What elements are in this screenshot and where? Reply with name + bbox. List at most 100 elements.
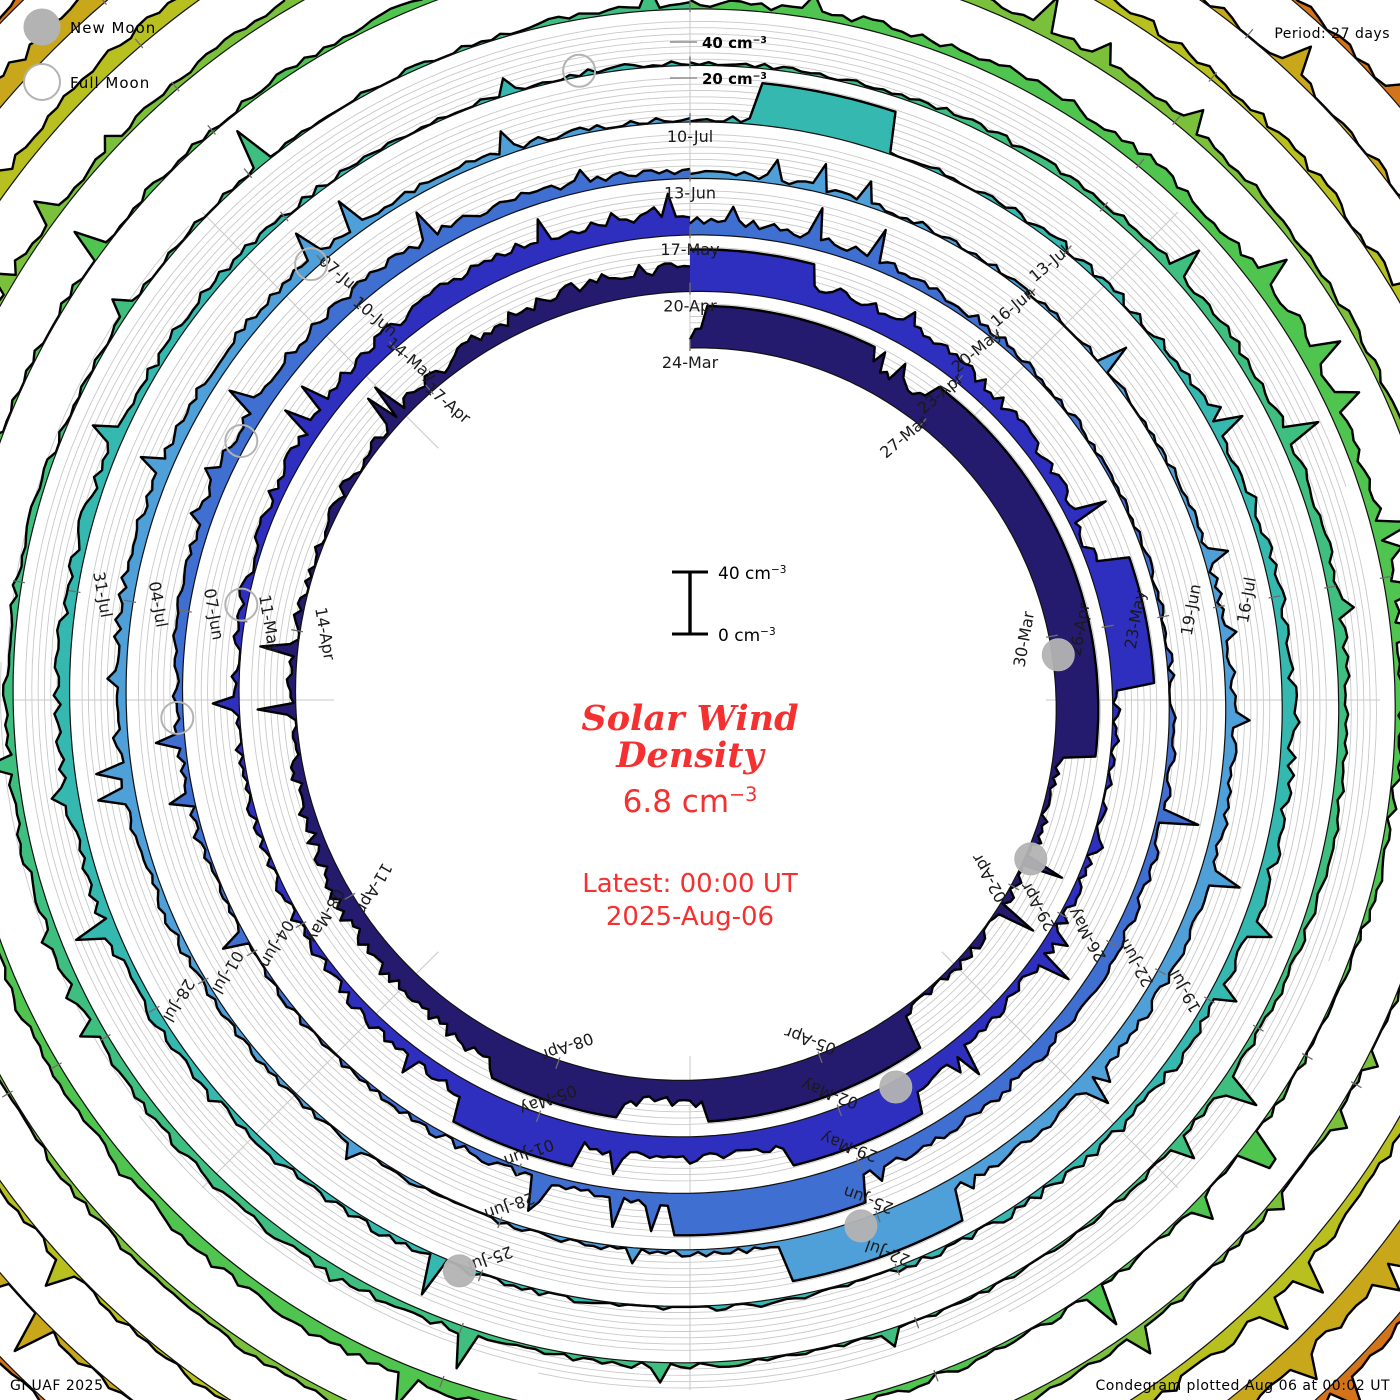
date-label: 13-Jul — [1025, 241, 1073, 285]
date-label-text: 20-Apr — [663, 297, 717, 316]
date-label-text: 13-Jul — [1025, 241, 1073, 285]
open-circle-icon — [23, 63, 61, 101]
date-tick — [1157, 614, 1170, 619]
date-label: 01-Jun — [501, 1135, 556, 1171]
date-tick — [913, 1316, 920, 1329]
date-tick — [388, 341, 398, 352]
date-tick — [68, 589, 81, 594]
condegram-arm-baseline — [294, 290, 1057, 1082]
date-label-text: 07-Jun — [200, 587, 228, 642]
date-tick — [1208, 71, 1218, 83]
date-tick — [1008, 883, 1020, 891]
date-tick — [197, 977, 209, 985]
full-moon-marker — [160, 700, 195, 735]
legend-label-full-moon: Full Moon — [70, 74, 150, 92]
date-label: 24-Mar — [662, 353, 719, 372]
date-label-text: 10-Jul — [667, 127, 713, 146]
date-tick — [990, 331, 1000, 342]
date-label-text: 11-May — [255, 593, 284, 655]
date-tick — [243, 168, 253, 179]
date-label: 22-Jul — [863, 1236, 913, 1270]
date-label-text: 23-May — [1121, 589, 1150, 651]
date-label-text: 28-Jun — [482, 1188, 537, 1224]
date-tick — [99, 1034, 111, 1042]
date-tick — [1101, 624, 1114, 629]
date-label: 02-Apr — [967, 850, 1010, 906]
date-label-text: 26-May — [1064, 904, 1110, 965]
date-tick — [316, 254, 325, 265]
date-label: 14-Apr — [311, 606, 339, 662]
date-tick — [1063, 245, 1072, 256]
center-latest-date: 2025-Aug-06 — [606, 902, 774, 932]
date-label-text: 04-Jul — [145, 580, 172, 629]
date-label: 20-May — [948, 324, 1006, 377]
date-tick — [917, 418, 927, 429]
date-label: 29-May — [818, 1128, 880, 1166]
scale-bar: 40 cm−3 0 cm−3 — [672, 564, 786, 646]
period-label: Period: 27 days — [1274, 26, 1390, 42]
date-label-text: 14-May — [383, 333, 441, 386]
date-label-text: 20-May — [948, 324, 1006, 377]
full-moon-marker — [224, 424, 259, 458]
date-tick — [1212, 605, 1225, 609]
date-label: 05-May — [517, 1081, 579, 1119]
date-tick — [836, 1104, 842, 1117]
legend-label-new-moon: New Moon — [70, 19, 156, 37]
date-tick — [425, 384, 434, 395]
date-tick — [933, 1369, 939, 1382]
date-tick — [497, 1216, 503, 1229]
date-tick — [352, 298, 362, 309]
date-tick — [1301, 1052, 1313, 1060]
date-tick — [555, 1057, 561, 1069]
date-label-text: 28-Jul — [159, 976, 199, 1026]
date-tick — [855, 1157, 862, 1170]
date-label-text: 11-Apr — [353, 860, 396, 916]
new-moon-marker — [844, 1209, 878, 1243]
date-label-text: 02-May — [799, 1075, 861, 1113]
date-label: 26-May — [1064, 904, 1110, 965]
date-tick — [1057, 911, 1069, 919]
date-tick — [458, 1322, 464, 1335]
date-label-text: 05-Apr — [781, 1023, 838, 1059]
date-tick — [954, 374, 963, 385]
date-label-text: 05-May — [517, 1081, 579, 1119]
date-label: 04-Jun — [256, 917, 298, 972]
date-label-text: 17-Apr — [421, 379, 474, 428]
date-label-text: 17-May — [660, 240, 719, 259]
new-moon-marker — [1041, 638, 1075, 672]
date-label-text: 02-Apr — [967, 850, 1010, 906]
full-moon-marker — [294, 247, 329, 282]
date-tick — [1350, 1081, 1362, 1089]
date-label-text: 01-Jul — [208, 948, 248, 998]
date-label: 30-Mar — [1010, 609, 1039, 668]
date-label: 08-May — [303, 885, 349, 946]
date-label-text: 19-Jun — [1177, 582, 1205, 637]
date-tick — [246, 949, 258, 957]
legend-item-new-moon: New Moon — [23, 8, 156, 46]
date-label-text: 10-Jun — [349, 292, 401, 340]
date-label: 19-Jun — [1177, 582, 1205, 637]
date-label: 13-Jun — [664, 184, 716, 203]
date-label-text: 27-Mar — [876, 411, 932, 462]
scale-label-bottom: 0 cm−3 — [718, 626, 776, 646]
date-label: 23-May — [1121, 589, 1150, 651]
date-tick — [894, 1263, 900, 1276]
date-label-text: 01-Jun — [501, 1135, 556, 1171]
date-label-text: 04-Jun — [256, 917, 298, 972]
date-label-text: 16-Jul — [1233, 575, 1260, 624]
date-label-text: 24-Mar — [662, 353, 719, 372]
radial-axis-labels: 40 cm−3 20 cm−3 — [670, 34, 767, 88]
new-moon-marker — [1014, 842, 1048, 876]
date-tick — [1379, 575, 1392, 579]
date-tick — [1172, 115, 1181, 126]
center-title-line2: Density — [615, 735, 766, 776]
date-label-text: 13-Jun — [664, 184, 716, 203]
footer-plotted: Condegram plotted Aug 06 at 00:02 UT — [1096, 1378, 1390, 1394]
date-label: 10-Jul — [667, 127, 713, 146]
